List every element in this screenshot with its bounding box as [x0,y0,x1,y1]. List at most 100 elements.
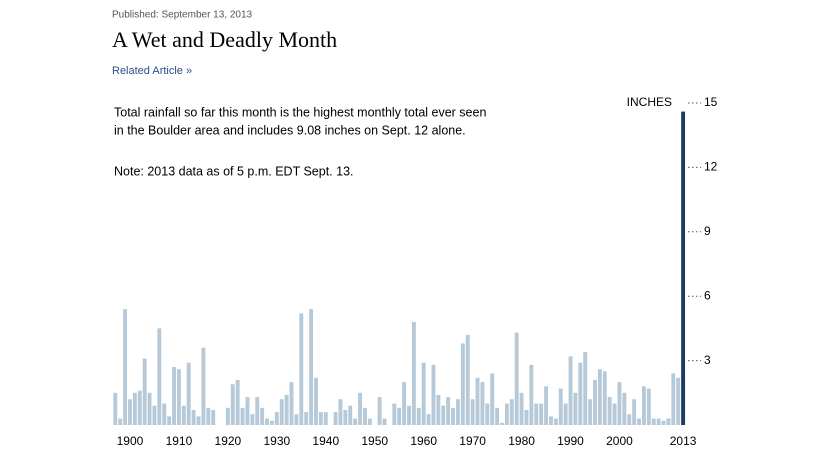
bar [602,371,607,425]
bar [265,418,269,425]
bar [455,399,460,425]
x-tick-label: 1960 [410,434,437,448]
bar [637,418,641,425]
annotation: in the Boulder area and includes 9.08 in… [114,123,466,137]
bar [529,364,534,425]
bar [646,388,651,425]
y-tick-label: 12 [704,160,718,174]
bar [612,403,617,425]
bar [402,382,407,425]
bar [314,377,318,425]
bar [172,367,176,425]
bar [451,407,455,425]
bar [514,332,519,425]
bar [632,399,637,425]
x-tick-label: 1910 [166,434,193,448]
y-axis-label: INCHES [627,95,672,109]
bar [622,392,627,425]
bar [544,386,548,425]
bar [250,414,255,425]
bar [367,418,372,425]
related-link[interactable]: Related Article » [112,65,192,77]
bar [157,328,162,425]
bar [201,347,206,425]
bar [519,392,524,425]
bar [568,356,573,425]
bar [294,414,299,425]
bar [128,399,132,425]
bar [416,407,421,425]
bar [593,379,597,425]
bar [362,407,367,425]
y-tick-label: 6 [704,288,711,302]
bar [583,352,588,425]
y-tick-label: 9 [704,224,711,238]
bar [348,405,353,425]
bar [181,405,186,425]
bar [323,412,328,425]
x-tick-label: 2000 [606,434,633,448]
bar [436,394,441,425]
bar [279,399,284,425]
x-tick-label: 1930 [263,434,290,448]
bar [548,416,553,425]
bar [465,334,470,425]
y-tick-label: 3 [704,353,711,367]
bar [641,386,646,425]
bar [304,412,309,425]
bar [607,397,612,425]
bar [235,379,240,425]
bar [333,412,338,425]
bar [191,409,196,425]
bar [475,377,480,425]
bar [196,416,201,425]
bar [421,362,426,425]
bar [211,409,216,425]
bar [274,412,279,425]
bar [426,414,431,425]
bar [681,111,686,425]
bar [260,407,265,425]
published-date: Published: September 13, 2013 [112,10,253,21]
bar [524,409,529,425]
bar [397,407,402,425]
bar [504,403,509,425]
bar [118,418,123,425]
bar [137,390,142,425]
bar [666,418,671,425]
bar [230,384,235,425]
bar [573,392,578,425]
bar [411,321,416,425]
bar [113,392,118,425]
bar [132,392,137,425]
bar [123,309,128,425]
bar [490,373,495,425]
bar [407,405,411,425]
bar [255,397,260,425]
bar [553,418,558,425]
bar [167,416,172,425]
bar [284,394,289,425]
x-tick-label: 1900 [117,434,144,448]
bar [358,392,362,425]
bar [671,373,676,425]
bar [617,382,622,425]
bar [500,422,504,425]
bar [597,369,602,425]
annotation: Total rainfall so far this month is the … [114,105,486,119]
bar [299,313,304,425]
bar [656,418,661,425]
bar [392,403,397,425]
bar [225,407,230,425]
bar [318,412,323,425]
bar [162,403,167,425]
bar [152,405,157,425]
bar [353,418,358,425]
x-tick-label: 1980 [508,434,535,448]
bar [142,358,147,425]
bar [147,392,152,425]
bar [509,399,514,425]
annotation: Note: 2013 data as of 5 p.m. EDT Sept. 1… [114,164,354,178]
bar [377,397,382,425]
